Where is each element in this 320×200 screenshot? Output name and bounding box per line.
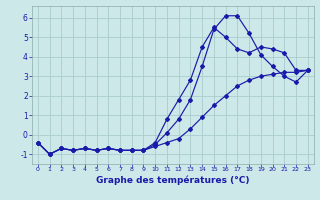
X-axis label: Graphe des températures (°C): Graphe des températures (°C) (96, 175, 250, 185)
